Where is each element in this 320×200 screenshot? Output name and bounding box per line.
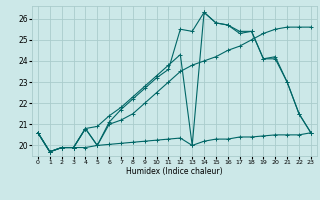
X-axis label: Humidex (Indice chaleur): Humidex (Indice chaleur) — [126, 167, 223, 176]
